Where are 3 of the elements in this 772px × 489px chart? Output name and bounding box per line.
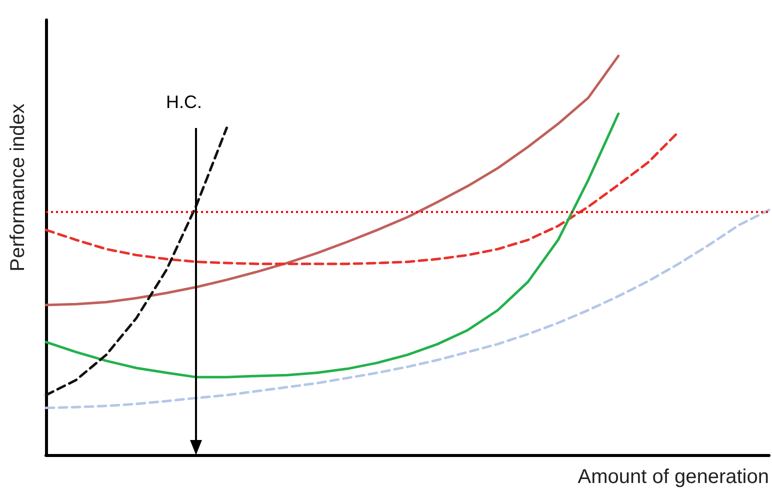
y-axis-title: Performance index	[7, 104, 29, 272]
x-axis-title: Amount of generation	[578, 466, 769, 488]
annotation: H.C.	[166, 92, 202, 113]
